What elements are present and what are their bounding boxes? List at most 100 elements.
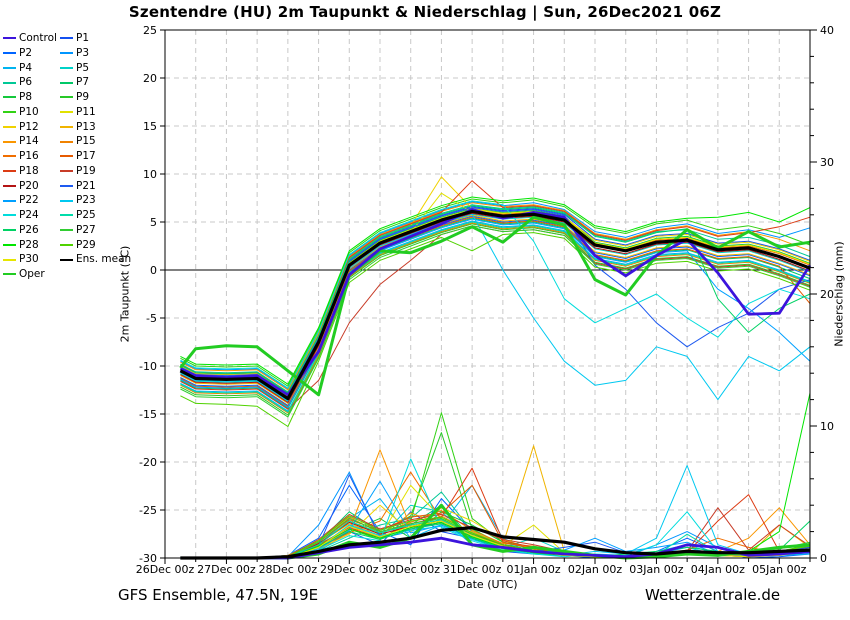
x-tick-label: 30Dec 00z	[381, 563, 440, 576]
legend-item-p3: P3	[60, 46, 131, 61]
dewpoint-line-p29	[180, 232, 811, 427]
legend-item-p30: P30	[3, 252, 58, 267]
legend-swatch	[3, 170, 16, 173]
legend-item-ens-mean: Ens. mean	[60, 252, 131, 267]
legend-item-p28: P28	[3, 238, 58, 253]
legend-label: P15	[76, 135, 96, 148]
legend-item-p7: P7	[60, 75, 131, 90]
x-tick-label: 26Dec 00z	[136, 563, 195, 576]
legend-item-p19: P19	[60, 164, 131, 179]
dewpoint-line-p28	[180, 196, 811, 385]
legend-item-p21: P21	[60, 179, 131, 194]
legend-item-oper: Oper	[3, 267, 58, 282]
legend-swatch	[60, 140, 73, 143]
plot-border	[164, 29, 811, 559]
legend-label: P30	[19, 253, 39, 266]
legend-item-p27: P27	[60, 223, 131, 238]
legend-item-p2: P2	[3, 46, 58, 61]
legend-swatch	[3, 273, 16, 276]
legend-swatch	[3, 66, 16, 69]
legend-item-p25: P25	[60, 208, 131, 223]
legend-swatch	[3, 96, 16, 99]
legend-swatch	[3, 214, 16, 217]
legend-label: P19	[76, 164, 96, 177]
x-tick-label: 04Jan 00z	[691, 563, 745, 576]
legend-label: P14	[19, 135, 39, 148]
legend-item-control: Control	[3, 31, 58, 46]
legend-swatch	[60, 258, 73, 261]
x-tick-label: 27Dec 00z	[197, 563, 256, 576]
legend-item-p13: P13	[60, 120, 131, 135]
legend-swatch	[60, 66, 73, 69]
legend-swatch	[3, 199, 16, 202]
dewpoint-line-p24	[180, 200, 811, 389]
dewpoint-line-oper	[179, 215, 811, 397]
legend-label: Ens. mean	[76, 253, 132, 266]
legend-label: P10	[19, 105, 39, 118]
watermark: Wetterzentrale.de	[645, 586, 781, 604]
legend-swatch	[60, 81, 73, 84]
y-right-tick-label: 40	[820, 24, 834, 37]
legend-item-p17: P17	[60, 149, 131, 164]
legend-item-p18: P18	[3, 164, 58, 179]
legend-swatch	[3, 52, 16, 55]
legend-swatch	[60, 184, 73, 187]
legend: Control P1 P2 P3 P4 P5 P6 P7 P8 P9 P10 P11 P12 P13 P14…	[3, 31, 131, 282]
precip-line-ens-mean	[180, 525, 811, 560]
dewpoint-line-p25	[180, 221, 811, 413]
legend-swatch	[3, 125, 16, 128]
x-tick-label: 28Dec 00z	[259, 563, 318, 576]
y-right-tick-label: 0	[820, 552, 827, 565]
legend-item-p8: P8	[3, 90, 58, 105]
x-tick-label: 02Jan 00z	[568, 563, 622, 576]
legend-item-p16: P16	[3, 149, 58, 164]
dewpoint-line-p20	[180, 212, 811, 403]
dewpoint-line-ens-mean	[179, 209, 811, 401]
legend-item-p26: P26	[3, 223, 58, 238]
legend-swatch	[60, 96, 73, 99]
legend-label: P9	[76, 91, 90, 103]
legend-item-p20: P20	[3, 179, 58, 194]
x-tick-label: 01Jan 00z	[506, 563, 560, 576]
dewpoint-line-p26	[180, 205, 811, 394]
y-left-tick-label: 15	[143, 120, 157, 133]
legend-label: P23	[76, 194, 96, 207]
legend-label: P6	[19, 76, 33, 89]
x-tick-label: 31Dec 00z	[443, 563, 502, 576]
legend-swatch	[60, 111, 73, 114]
legend-item-p5: P5	[60, 61, 131, 76]
y-left-tick-label: -10	[139, 360, 157, 373]
legend-swatch	[60, 243, 73, 246]
legend-item-p11: P11	[60, 105, 131, 120]
legend-label: P20	[19, 179, 39, 192]
dewpoint-line-p27	[180, 225, 811, 418]
y-left-tick-label: -15	[139, 408, 157, 421]
legend-label: P22	[19, 194, 39, 207]
axis-tick-labels: 25 20 15 10 5 0 -5 -10 -15 -20 -25 -30 0 10 20 30 40 26De…	[136, 24, 834, 576]
y-left-tick-label: -25	[139, 504, 157, 517]
y-left-tick-label: -30	[139, 552, 157, 565]
legend-swatch	[3, 37, 16, 40]
legend-item-p14: P14	[3, 134, 58, 149]
legend-label: P4	[19, 61, 33, 74]
axis-ticks	[160, 29, 817, 564]
legend-item-p15: P15	[60, 134, 131, 149]
precip-line-p13	[180, 445, 811, 559]
dewpoint-line-p15	[180, 222, 811, 414]
legend-item-p10: P10	[3, 105, 58, 120]
dewpoint-line-p17	[180, 216, 811, 407]
y-left-tick-label: 10	[143, 168, 157, 181]
legend-label: P27	[76, 223, 96, 236]
legend-label: P21	[76, 179, 96, 192]
legend-label: P8	[19, 91, 33, 103]
x-tick-label: 05Jan 00z	[752, 563, 806, 576]
legend-label: P26	[19, 223, 39, 236]
legend-label: P5	[76, 61, 90, 74]
legend-label: P28	[19, 238, 39, 251]
legend-item-p29: P29	[60, 238, 131, 253]
legend-swatch	[3, 258, 16, 261]
y-right-tick-label: 10	[820, 420, 834, 433]
legend-item-p12: P12	[3, 120, 58, 135]
legend-label: P3	[76, 46, 90, 59]
